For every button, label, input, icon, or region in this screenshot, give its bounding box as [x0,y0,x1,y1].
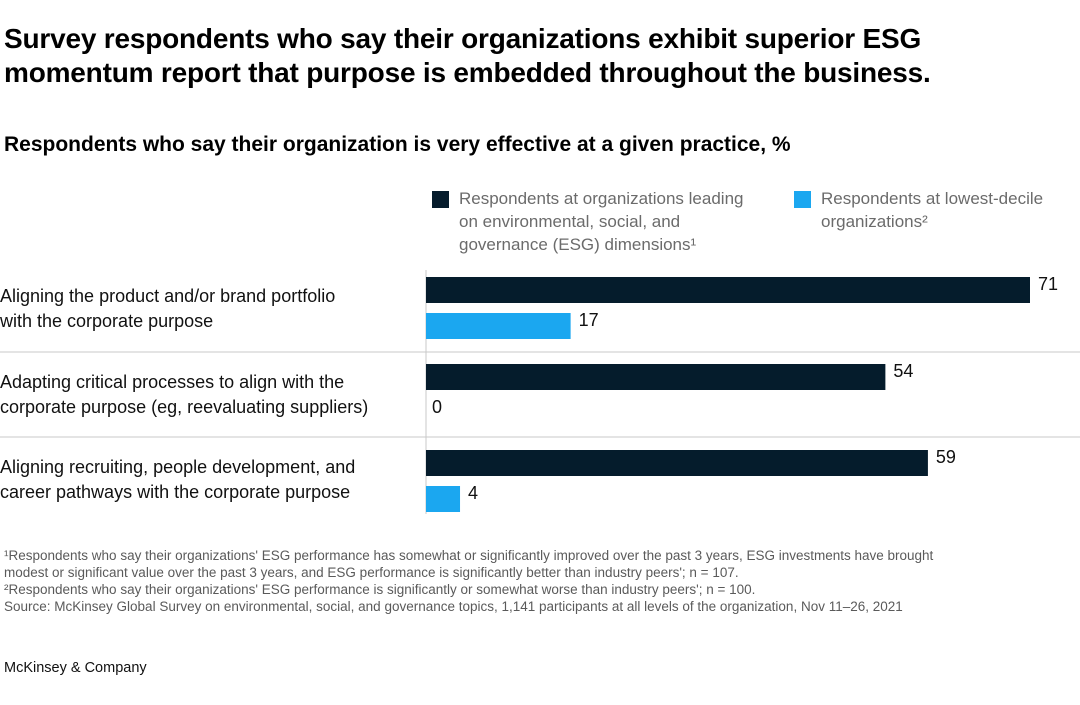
footnote-1-line-2: modest or significant value over the pas… [4,565,739,580]
footnote-1-line-1: ¹Respondents who say their organizations… [4,548,934,563]
data-label-s0-c2: 59 [936,447,956,467]
source-note: Source: McKinsey Global Survey on enviro… [4,599,903,614]
legend-label-leading-line-3: governance (ESG) dimensions¹ [459,235,697,254]
legend-label-leading-line-1: Respondents at organizations leading [459,189,744,208]
legend-label-lowest-decile-line-1: Respondents at lowest-decile [821,189,1044,208]
chart-title: Survey respondents who say their organiz… [4,23,931,88]
legend-label-lowest-decile-line-2: organizations² [821,212,928,231]
bar-chart: 71 54 59 17 0 4 [0,270,1080,514]
bar-s1-c0 [426,313,571,339]
legend-label-leading-line-2: on environmental, social, and [459,212,681,231]
data-label-s0-c1: 54 [893,361,913,381]
data-label-s1-c1: 0 [432,397,442,417]
brand-name: McKinsey & Company [4,660,147,676]
legend-swatch-lowest-decile [794,191,811,208]
bar-s0-c0 [426,277,1030,303]
bar-s1-c2 [426,486,461,512]
legend-swatch-leading [432,191,449,208]
category-label-critical-processes: Adapting critical processes to align wit… [0,372,369,417]
data-label-s1-c2: 4 [468,483,478,503]
data-label-s0-c0: 71 [1038,274,1058,294]
bar-s0-c1 [426,364,886,390]
bar-s0-c2 [426,450,928,476]
footnote-2: ²Respondents who say their organizations… [4,582,756,597]
data-label-s1-c0: 17 [579,310,599,330]
chart-subtitle: Respondents who say their organization i… [4,133,791,156]
category-label-product-portfolio: Aligning the product and/or brand portfo… [0,286,336,331]
category-label-recruiting: Aligning recruiting, people development,… [0,457,356,502]
